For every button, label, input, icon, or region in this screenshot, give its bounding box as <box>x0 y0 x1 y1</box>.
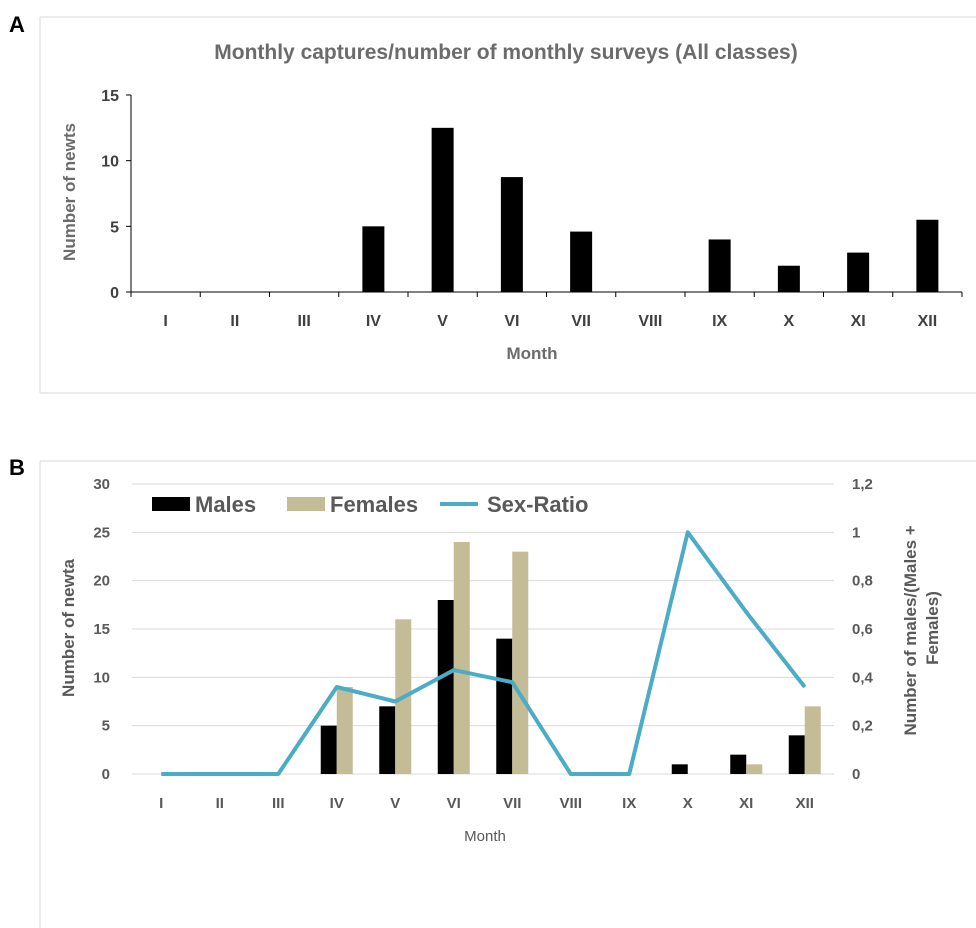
chart-b-bar-females <box>336 687 353 774</box>
chart-b-y-axis-label: Number of newta <box>59 559 78 697</box>
chart-a-bar <box>708 239 731 292</box>
chart-b-y2-tick-label: 1,2 <box>852 476 873 493</box>
chart-b-y-tick-label: 20 <box>93 573 110 590</box>
legend-swatch-females <box>287 497 325 511</box>
chart-b-x-tick-label: VI <box>447 795 461 812</box>
chart-a-y-tick-label: 15 <box>101 88 119 105</box>
chart-b-bar-males <box>320 725 337 774</box>
chart-b-bar-males <box>379 706 396 774</box>
chart-b-bar-males <box>671 764 688 774</box>
chart-b-bar-males <box>437 600 454 774</box>
chart-b-x-tick-label: V <box>390 795 400 812</box>
panel-b-letter: B <box>9 455 25 480</box>
chart-b-y2-tick-label: 0,8 <box>852 573 873 590</box>
chart-b-y-tick-label: 25 <box>93 524 110 541</box>
chart-b-x-tick-label: VIII <box>559 795 582 812</box>
chart-a-bar <box>431 127 454 292</box>
chart-b-y-tick-label: 5 <box>102 718 110 735</box>
chart-a-x-tick-label: XII <box>918 313 938 330</box>
chart-b-y-tick-label: 30 <box>93 476 110 493</box>
chart-b-bar-females <box>746 764 763 774</box>
chart-b-x-tick-label: VII <box>503 795 521 812</box>
chart-b-bar-females <box>804 706 821 774</box>
chart-a-y-tick-label: 10 <box>101 154 119 171</box>
panel-b-frame <box>39 460 976 928</box>
legend-label-sex-ratio: Sex-Ratio <box>487 492 588 517</box>
chart-b-bar-males <box>730 754 747 774</box>
chart-b-legend: Males Females Sex-Ratio <box>152 492 588 517</box>
chart-b-y2-tick-label: 0,6 <box>852 621 873 638</box>
chart-a-y-axis-label: Number of newts <box>60 123 79 261</box>
chart-b-y2-axis-label: Number of males/(Males + Females) <box>901 521 942 736</box>
legend-label-females: Females <box>330 492 418 517</box>
chart-a-bar <box>570 231 593 292</box>
chart-a-x-tick-label: I <box>163 313 167 330</box>
chart-b-x-tick-label: II <box>216 795 224 812</box>
chart-a-bar <box>847 252 870 292</box>
chart-b-y2-tick-label: 0,2 <box>852 718 873 735</box>
chart-a-x-tick-label: X <box>784 313 795 330</box>
chart-a-bar <box>777 265 800 292</box>
panel-a-letter: A <box>9 12 25 37</box>
chart-a-x-tick-label: XI <box>851 313 866 330</box>
chart-b-bar-males <box>788 735 805 774</box>
chart-b-x-tick-label: I <box>159 795 163 812</box>
chart-a-y-tick-label: 5 <box>110 219 119 236</box>
chart-a-y-tick-label: 0 <box>110 285 119 302</box>
chart-b-y2-tick-label: 0,4 <box>852 669 874 686</box>
panel-a-frame <box>39 16 976 394</box>
chart-a-x-tick-label: VIII <box>638 313 662 330</box>
chart-a-x-tick-label: VI <box>504 313 519 330</box>
chart-b-y-tick-label: 15 <box>93 621 110 638</box>
chart-b-bar-females <box>512 551 529 774</box>
chart-b-x-tick-label: IV <box>330 795 344 812</box>
chart-b-x-tick-label: IX <box>622 795 636 812</box>
chart-a-x-tick-label: IX <box>712 313 727 330</box>
chart-b-x-tick-label: XII <box>796 795 814 812</box>
chart-b-x-tick-label: III <box>272 795 285 812</box>
chart-b-bar-females <box>453 542 470 774</box>
chart-b-y2-tick-label: 1 <box>852 524 860 541</box>
chart-b-y2-axis-label-line2: Females) <box>923 591 942 665</box>
legend-swatch-males <box>152 497 190 511</box>
chart-b-x-tick-label: X <box>683 795 693 812</box>
chart-a-x-tick-label: III <box>297 313 310 330</box>
chart-a-x-axis-label: Month <box>507 344 558 363</box>
chart-a-x-tick-label: VII <box>571 313 591 330</box>
legend-label-males: Males <box>195 492 256 517</box>
chart-a-title: Monthly captures/number of monthly surve… <box>214 41 797 64</box>
chart-b-y-tick-label: 10 <box>93 669 110 686</box>
chart-b-x-axis-label: Month <box>464 828 506 845</box>
chart-b-y-tick-label: 0 <box>102 766 110 783</box>
chart-b-sex-ratio-line <box>161 530 807 776</box>
chart-b-bar-males <box>496 638 513 774</box>
chart-a-bar <box>362 226 385 292</box>
chart-a-bar <box>916 219 939 292</box>
chart-b-y2-tick-label: 0 <box>852 766 860 783</box>
chart-a-x-tick-label: IV <box>366 313 381 330</box>
chart-b-x-tick-label: XI <box>739 795 753 812</box>
chart-a-x-tick-label: II <box>230 313 239 330</box>
chart-a-bar <box>500 177 523 292</box>
chart-a-x-tick-label: V <box>437 313 448 330</box>
chart-b-y2-axis-label-line1: Number of males/(Males + <box>901 525 920 735</box>
